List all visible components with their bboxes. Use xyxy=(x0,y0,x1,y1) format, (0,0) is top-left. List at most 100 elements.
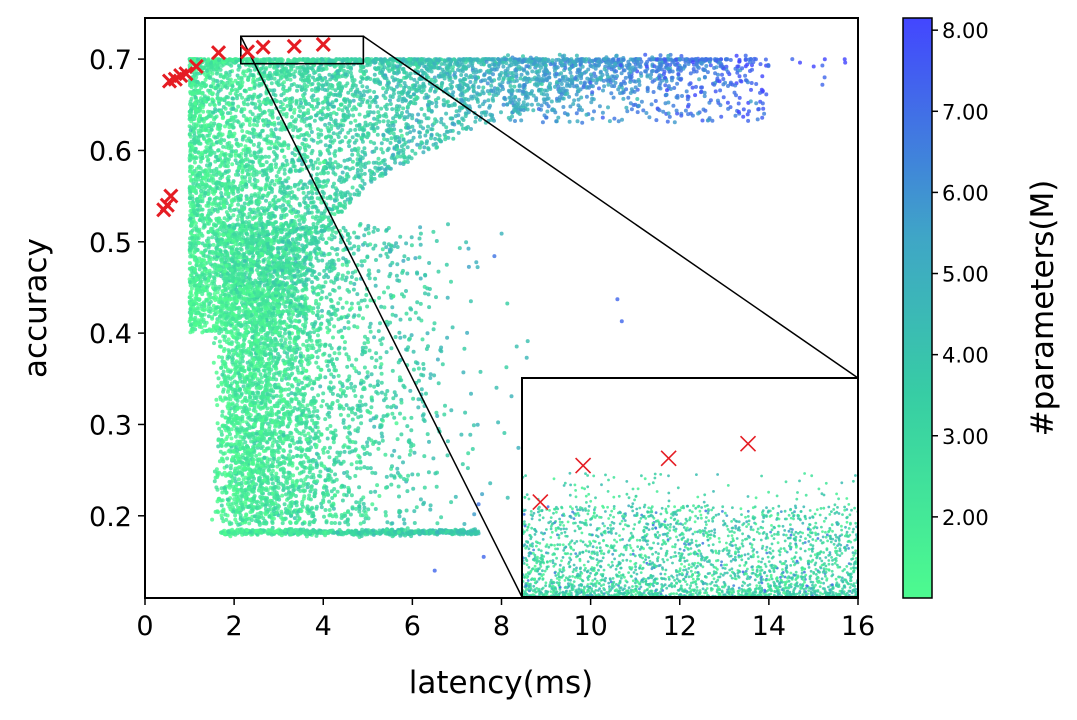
scatter-point xyxy=(323,375,328,380)
scatter-point xyxy=(425,331,430,336)
scatter-point xyxy=(320,83,325,88)
scatter-point xyxy=(255,179,260,183)
scatter-point xyxy=(736,109,741,114)
scatter-point xyxy=(639,99,644,104)
scatter-point xyxy=(336,373,341,378)
scatter-point xyxy=(436,269,441,274)
scatter-point xyxy=(349,301,354,306)
scatter-point xyxy=(561,105,566,109)
scatter-point xyxy=(353,411,358,416)
scatter-point xyxy=(413,151,418,156)
scatter-point xyxy=(377,441,382,446)
scatter-point xyxy=(516,445,521,450)
scatter-point xyxy=(212,479,217,484)
scatter-point xyxy=(311,413,315,418)
scatter-point xyxy=(378,365,383,370)
scatter-point xyxy=(391,91,396,96)
scatter-point xyxy=(376,269,381,274)
scatter-point xyxy=(497,76,501,81)
scatter-point xyxy=(409,428,414,433)
scatter-point xyxy=(423,291,427,296)
scatter-point xyxy=(327,508,332,512)
scatter-point xyxy=(508,84,513,88)
scatter-point xyxy=(373,489,378,494)
scatter-point xyxy=(214,370,219,375)
scatter-point xyxy=(584,112,589,117)
scatter-point xyxy=(217,459,222,464)
scatter-point xyxy=(338,240,343,245)
scatter-point xyxy=(492,254,497,259)
scatter-point xyxy=(445,453,450,458)
scatter-point xyxy=(329,233,334,238)
scatter-point xyxy=(499,110,503,115)
scatter-point xyxy=(203,248,208,253)
scatter-point xyxy=(246,347,251,351)
scatter-point xyxy=(219,432,224,437)
scatter-point xyxy=(240,129,245,133)
scatter-point xyxy=(395,245,400,249)
scatter-point xyxy=(310,148,315,153)
scatter-point xyxy=(445,439,450,444)
scatter-point xyxy=(397,494,401,499)
scatter-point xyxy=(378,321,382,326)
scatter-point xyxy=(540,76,544,81)
scatter-point xyxy=(323,417,328,422)
scatter-point xyxy=(398,128,403,133)
scatter-point xyxy=(221,74,226,79)
scatter-point xyxy=(290,435,295,440)
scatter-point xyxy=(394,421,399,426)
scatter-point xyxy=(216,384,221,389)
scatter-point xyxy=(269,405,274,410)
scatter-point xyxy=(350,85,355,90)
scatter-point xyxy=(231,181,235,185)
scatter-point xyxy=(408,388,413,393)
scatter-point xyxy=(619,71,624,76)
scatter-point xyxy=(600,110,605,115)
scatter-point xyxy=(713,89,718,94)
scatter-point xyxy=(292,110,297,115)
scatter-point xyxy=(362,341,367,346)
scatter-point xyxy=(749,87,753,92)
scatter-point xyxy=(649,72,654,77)
scatter-point xyxy=(216,354,221,359)
scatter-point xyxy=(220,490,225,495)
scatter-point xyxy=(474,260,479,265)
scatter-point xyxy=(394,241,399,246)
scatter-point xyxy=(351,113,356,118)
scatter-point xyxy=(291,128,296,132)
scatter-point xyxy=(400,110,404,115)
scatter-point xyxy=(361,316,365,321)
scatter-point xyxy=(358,399,363,404)
scatter-point xyxy=(539,103,544,108)
scatter-point xyxy=(372,225,377,230)
scatter-point xyxy=(414,505,419,510)
scatter-point xyxy=(327,292,332,297)
scatter-point xyxy=(232,373,237,378)
scatter-point xyxy=(473,119,478,124)
scatter-point xyxy=(201,109,206,114)
scatter-point xyxy=(272,372,276,377)
scatter-point xyxy=(346,413,351,418)
scatter-point xyxy=(266,154,271,159)
scatter-point xyxy=(568,70,573,75)
scatter-point xyxy=(421,373,426,378)
scatter-point xyxy=(301,190,306,195)
scatter-point xyxy=(379,362,384,367)
scatter-point xyxy=(316,132,321,137)
scatter-point xyxy=(255,399,260,404)
scatter-point xyxy=(368,95,373,100)
scatter-point xyxy=(251,77,256,82)
scatter-point xyxy=(379,431,384,436)
scatter-point xyxy=(536,107,541,111)
scatter-point xyxy=(466,264,471,269)
scatter-point xyxy=(398,335,403,340)
scatter-point xyxy=(439,120,444,125)
scatter-point xyxy=(236,481,241,486)
scatter-point xyxy=(359,414,364,419)
scatter-point xyxy=(461,126,465,131)
scatter-point xyxy=(247,123,252,127)
scatter-point xyxy=(358,521,363,526)
scatter-point xyxy=(273,348,278,353)
scatter-point xyxy=(362,171,367,176)
scatter-point xyxy=(761,106,766,111)
